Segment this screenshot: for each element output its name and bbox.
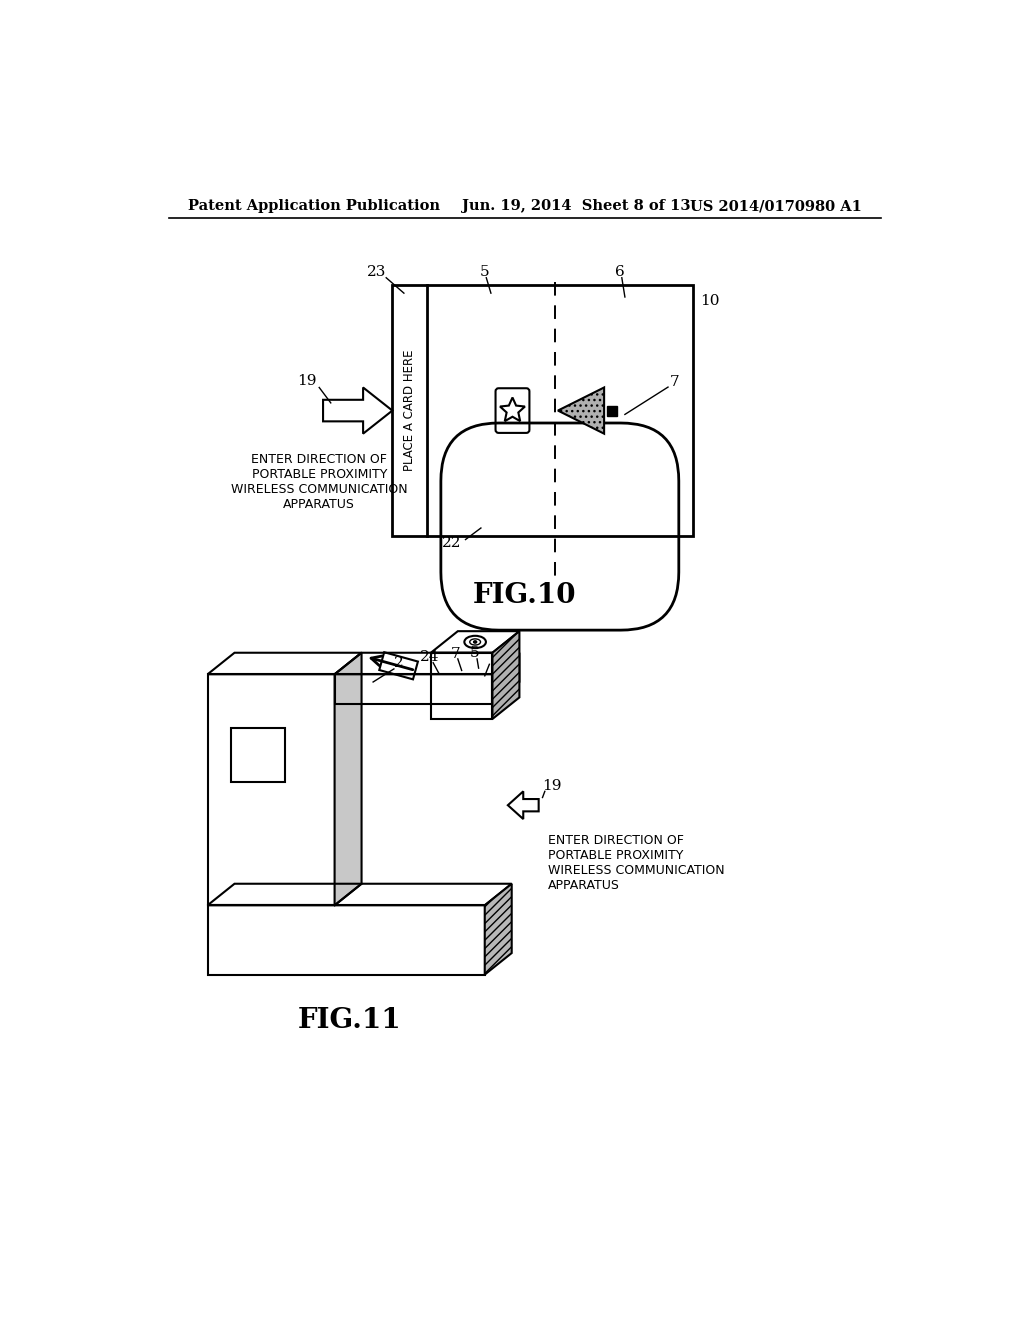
Bar	[607, 405, 617, 416]
Text: 24: 24	[420, 651, 439, 664]
Text: US 2014/0170980 A1: US 2014/0170980 A1	[690, 199, 862, 213]
Bar	[230, 729, 285, 781]
Text: 6: 6	[614, 265, 625, 280]
Text: 2: 2	[393, 656, 403, 669]
Text: 22: 22	[442, 536, 462, 550]
Text: Patent Application Publication: Patent Application Publication	[188, 199, 440, 213]
Text: 19: 19	[297, 375, 316, 388]
Text: 19: 19	[543, 779, 562, 793]
Polygon shape	[558, 388, 604, 434]
Ellipse shape	[473, 640, 477, 643]
Polygon shape	[493, 631, 519, 719]
Text: ENTER DIRECTION OF
PORTABLE PROXIMITY
WIRELESS COMMUNICATION
APPARATUS: ENTER DIRECTION OF PORTABLE PROXIMITY WI…	[548, 834, 725, 892]
Text: 7: 7	[451, 647, 461, 660]
Text: FIG.10: FIG.10	[473, 582, 577, 610]
Polygon shape	[493, 653, 519, 704]
Text: 23: 23	[368, 265, 387, 280]
Text: 5: 5	[470, 645, 479, 660]
Text: 10: 10	[700, 294, 720, 308]
Polygon shape	[335, 653, 361, 906]
Text: ENTER DIRECTION OF
PORTABLE PROXIMITY
WIRELESS COMMUNICATION
APPARATUS: ENTER DIRECTION OF PORTABLE PROXIMITY WI…	[230, 453, 408, 511]
Text: 3: 3	[490, 652, 501, 665]
Text: 5: 5	[480, 265, 489, 280]
Text: PLACE A CARD HERE: PLACE A CARD HERE	[403, 350, 416, 471]
Polygon shape	[484, 884, 512, 974]
Text: 7: 7	[670, 375, 679, 388]
Text: Jun. 19, 2014  Sheet 8 of 13: Jun. 19, 2014 Sheet 8 of 13	[462, 199, 690, 213]
Text: FIG.11: FIG.11	[298, 1007, 401, 1035]
